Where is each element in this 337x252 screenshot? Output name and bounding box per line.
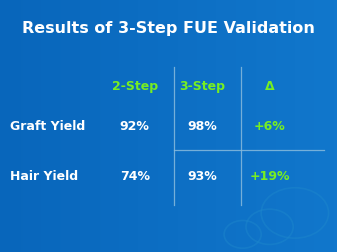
Text: Hair Yield: Hair Yield xyxy=(10,170,78,183)
Text: 92%: 92% xyxy=(120,119,150,133)
Text: Δ: Δ xyxy=(265,80,274,93)
Text: Results of 3-Step FUE Validation: Results of 3-Step FUE Validation xyxy=(22,21,315,37)
Text: 93%: 93% xyxy=(187,170,217,183)
Text: Graft Yield: Graft Yield xyxy=(10,119,85,133)
Text: 2-Step: 2-Step xyxy=(112,80,158,93)
Text: 3-Step: 3-Step xyxy=(179,80,225,93)
Text: +19%: +19% xyxy=(249,170,290,183)
Text: 98%: 98% xyxy=(187,119,217,133)
Text: +6%: +6% xyxy=(254,119,285,133)
Text: 74%: 74% xyxy=(120,170,150,183)
